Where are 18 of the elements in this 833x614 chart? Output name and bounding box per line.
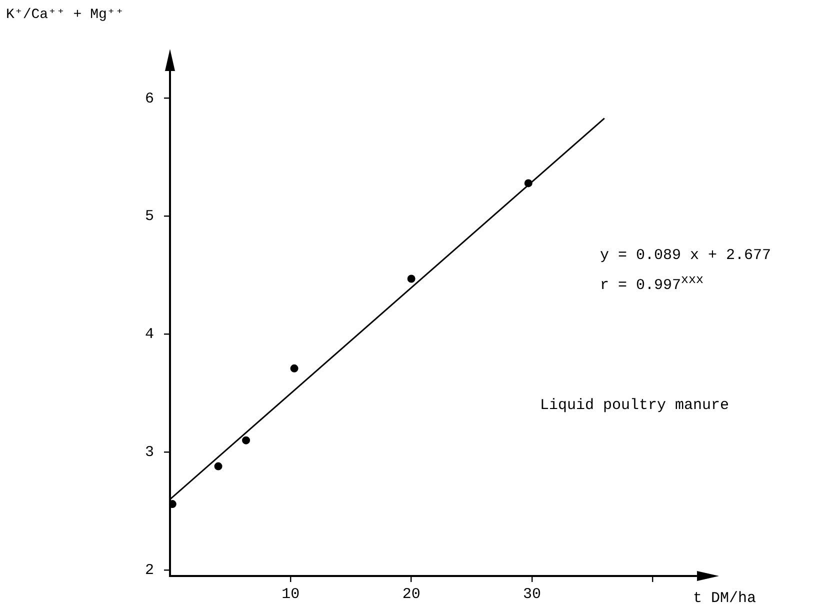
y-axis-title: K⁺/Ca⁺⁺ + Mg⁺⁺: [6, 6, 124, 23]
y-tick-label: 3: [144, 444, 154, 462]
annotation: r = 0.997$^{xxx}$: [600, 273, 704, 294]
point: [524, 179, 532, 188]
x-tick-label: 30: [522, 586, 542, 603]
x-axis-title: t DM/ha: [693, 590, 756, 607]
y-tick-label: 6: [144, 90, 154, 108]
annotation: y = 0.089 x + 2.677: [600, 247, 772, 264]
x-tick-label: 20: [402, 586, 420, 603]
point: [290, 364, 298, 372]
x-tick-label: 10: [282, 586, 300, 603]
point: [214, 462, 222, 470]
y-tick-label: 5: [144, 208, 154, 226]
y-tick-label: 4: [144, 326, 154, 344]
y-tick-label: 2: [144, 562, 154, 580]
point: [242, 436, 250, 444]
point: [407, 274, 416, 283]
annotation: Liquid poultry manure: [540, 397, 730, 414]
